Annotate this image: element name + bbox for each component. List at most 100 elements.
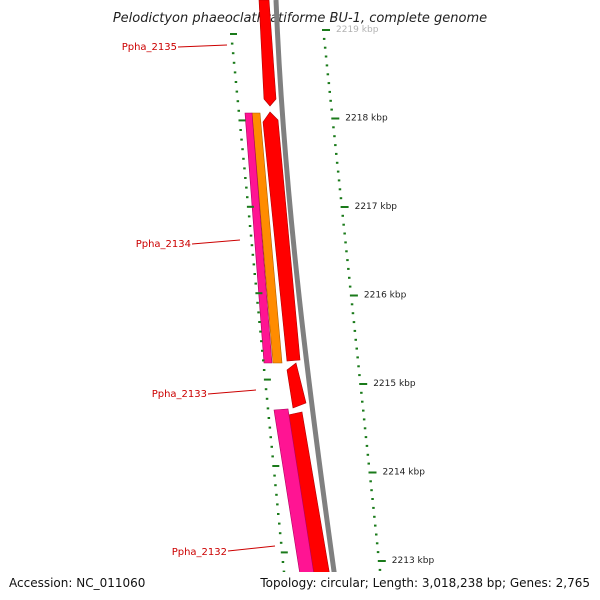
minor-tick-mark	[357, 365, 360, 368]
tick-mark	[279, 541, 283, 544]
minor-tick-mark	[370, 489, 373, 492]
major-tick-mark	[331, 117, 340, 120]
tick-mark	[262, 369, 266, 371]
minor-tick-mark	[360, 391, 363, 394]
tick-marks-left	[230, 33, 288, 572]
minor-tick-mark	[374, 524, 377, 527]
minor-tick-mark	[341, 214, 344, 217]
tick-mark	[255, 292, 263, 295]
minor-tick-mark	[323, 46, 327, 49]
gene-label[interactable]: Ppha_2133	[152, 389, 207, 400]
tick-mark	[261, 349, 264, 352]
tick-mark	[276, 503, 279, 506]
leader-line	[177, 44, 228, 48]
feature-pink-2	[273, 408, 314, 572]
minor-tick-mark	[325, 64, 329, 67]
tick-mark	[250, 244, 254, 247]
gene-label-group-2132: Ppha_2132	[172, 545, 276, 558]
tick-mark	[282, 570, 286, 572]
minor-tick-mark	[356, 356, 359, 359]
minor-tick-mark	[364, 436, 368, 439]
tick-mark	[236, 100, 240, 103]
feature-red-1	[258, 0, 277, 107]
tick-mark	[274, 484, 277, 487]
major-tick-mark	[377, 560, 386, 562]
minor-tick-mark	[322, 37, 326, 40]
major-tick-mark	[340, 206, 349, 208]
tick-mark	[242, 157, 245, 160]
minor-tick-mark	[328, 90, 331, 93]
minor-tick-mark	[327, 82, 331, 85]
tick-mark	[266, 407, 270, 410]
minor-tick-mark	[363, 427, 367, 430]
minor-tick-mark	[345, 250, 348, 253]
tick-mark	[262, 359, 265, 362]
minor-tick-mark	[375, 542, 379, 545]
minor-tick-mark	[369, 480, 372, 483]
minor-tick-mark	[353, 329, 357, 332]
tick-mark	[232, 61, 236, 64]
tick-mark	[245, 186, 248, 189]
minor-tick-mark	[335, 161, 339, 164]
gene-label[interactable]: Ppha_2134	[136, 239, 191, 250]
tick-mark	[234, 81, 238, 83]
minor-tick-mark	[362, 418, 366, 421]
tick-mark	[259, 330, 262, 333]
minor-tick-mark	[375, 533, 378, 536]
minor-tick-mark	[358, 374, 361, 377]
minor-tick-mark	[362, 409, 365, 412]
tick-mark	[243, 167, 246, 170]
tick-mark	[244, 177, 247, 179]
ruler-label: 2219 kbp	[336, 25, 379, 35]
gene-label-group-2135: Ppha_2135	[122, 42, 228, 53]
tick-mark	[277, 513, 280, 515]
minor-tick-mark	[350, 303, 354, 306]
tick-mark	[278, 522, 281, 525]
tick-mark	[280, 551, 288, 554]
gene-label-group-2134: Ppha_2134	[136, 239, 241, 250]
minor-tick-mark	[335, 152, 338, 155]
ruler-label: 2214 kbp	[383, 468, 426, 478]
minor-tick-mark	[336, 170, 340, 173]
major-tick-mark	[322, 29, 330, 31]
minor-tick-mark	[365, 444, 369, 447]
minor-tick-mark	[348, 276, 351, 279]
ruler-labels: 2219 kbp 2218 kbp 2217 kbp 2216 kbp 2215 kbp…	[336, 25, 434, 566]
tick-mark	[263, 378, 271, 381]
tick-mark	[268, 426, 272, 429]
tick-mark	[240, 138, 243, 141]
minor-tick-mark	[371, 498, 374, 500]
tick-mark	[272, 465, 280, 467]
major-tick-mark	[349, 294, 358, 297]
minor-tick-mark	[372, 506, 375, 509]
minor-tick-mark	[346, 259, 349, 262]
tick-mark	[246, 205, 254, 208]
tick-mark	[275, 493, 278, 496]
minor-tick-mark	[329, 99, 332, 102]
minor-tick-mark	[332, 126, 335, 129]
minor-tick-mark	[378, 568, 382, 571]
minor-tick-mark	[367, 462, 370, 465]
ruler-label: 2218 kbp	[345, 114, 388, 124]
minor-tick-mark	[343, 232, 346, 235]
tick-mark	[252, 263, 256, 266]
minor-tick-mark	[324, 55, 328, 58]
tick-mark	[246, 196, 249, 199]
ruler-label: 2213 kbp	[392, 556, 435, 566]
minor-tick-mark	[376, 551, 380, 554]
leader-line	[191, 239, 241, 245]
major-tick-mark	[359, 383, 368, 385]
tick-marks-right	[322, 29, 386, 571]
gene-label[interactable]: Ppha_2135	[122, 42, 177, 53]
gene-label[interactable]: Ppha_2132	[172, 547, 227, 558]
tick-mark	[257, 311, 260, 314]
genome-title: Pelodictyon phaeoclathratiforme BU-1, co…	[113, 11, 487, 26]
tick-mark	[249, 234, 253, 237]
minor-tick-mark	[337, 179, 341, 182]
minor-tick-mark	[366, 453, 370, 456]
minor-tick-mark	[373, 515, 376, 518]
minor-tick-mark	[348, 285, 352, 288]
tick-mark	[260, 340, 263, 343]
tick-mark	[230, 33, 237, 35]
